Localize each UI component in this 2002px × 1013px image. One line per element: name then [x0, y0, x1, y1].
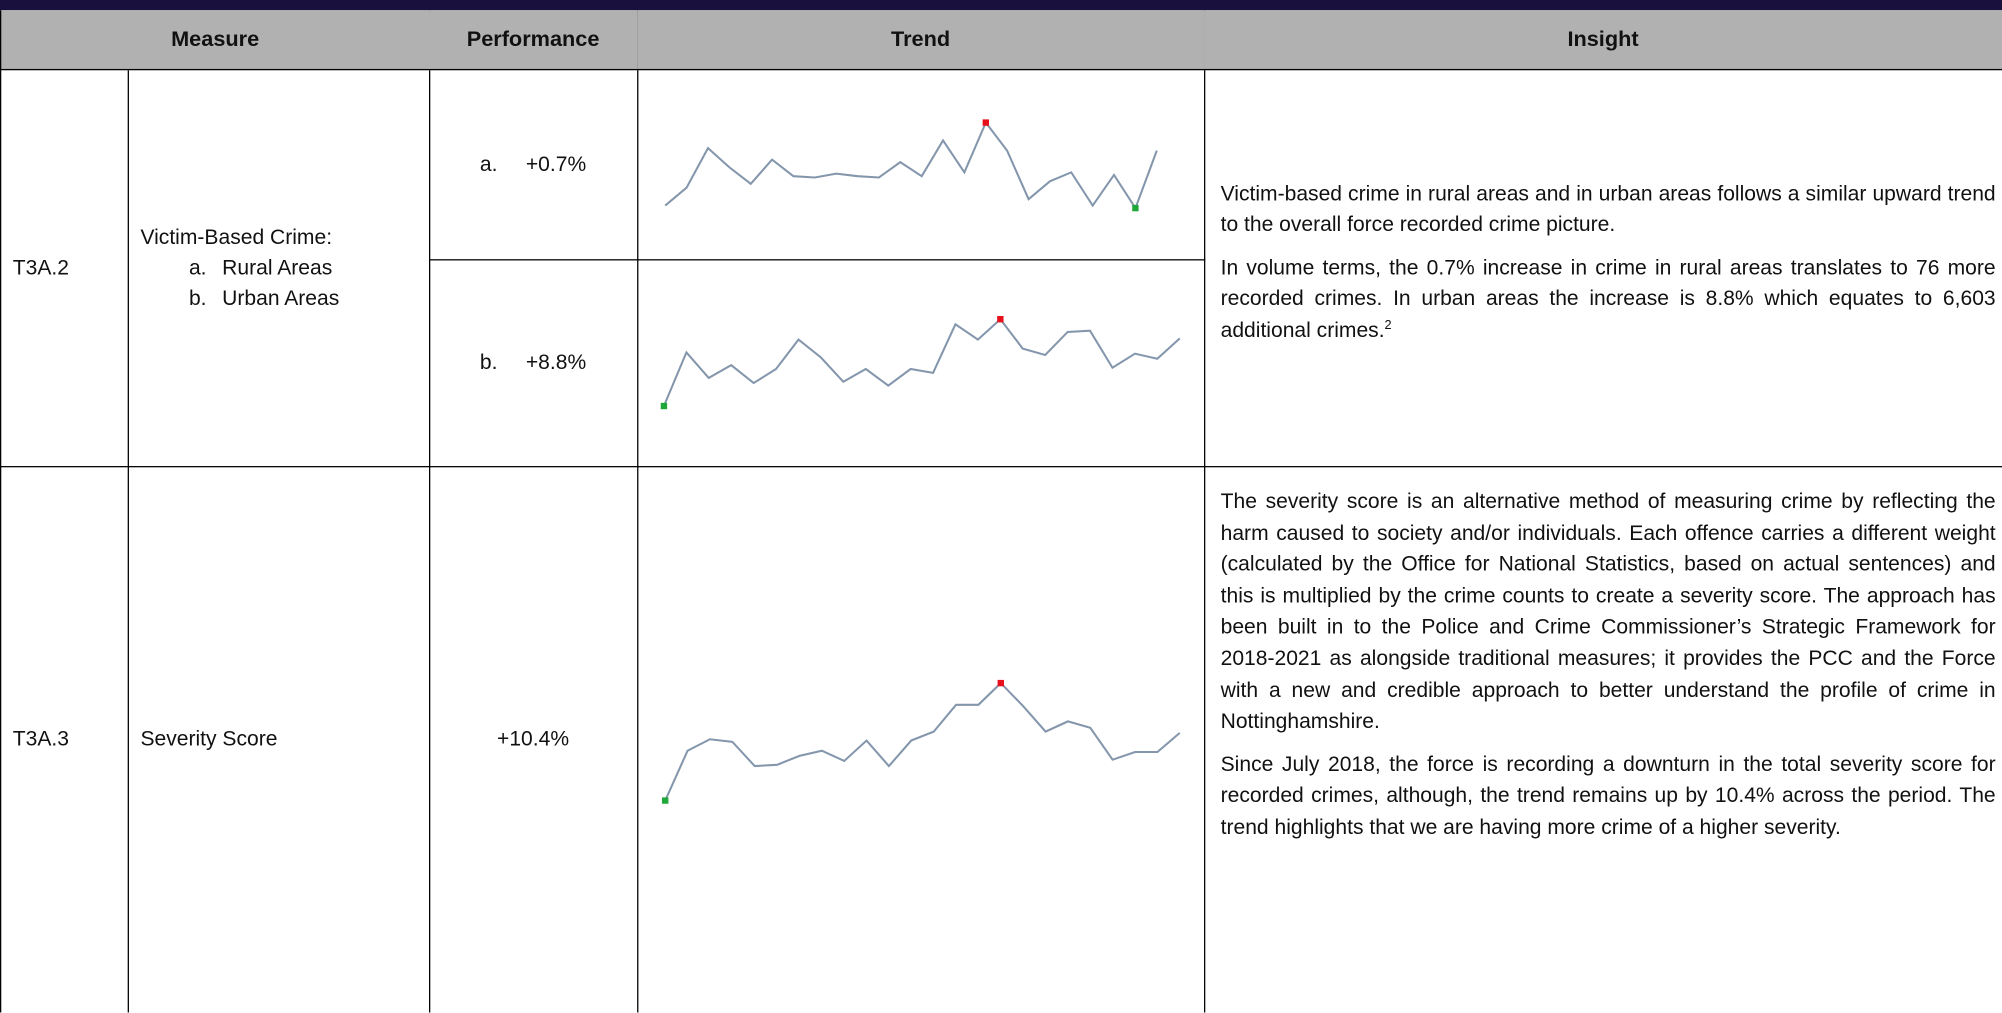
footnote: 2 — [1384, 318, 1392, 333]
measure-title: Severity Score — [128, 466, 431, 1013]
paragraph: In volume terms, the 0.7% increase in cr… — [1221, 252, 1996, 346]
measure-text: Victim-Based Crime: a. Rural Areas b. Urba… — [140, 222, 339, 314]
measure-item: b. Urban Areas — [140, 283, 339, 314]
paragraph: Victim-based crime in rural areas and in… — [1220, 181, 1996, 237]
high-point — [982, 119, 989, 126]
paragraph-text: In volume terms, the 0.7% increase in cr… — [1220, 256, 1996, 343]
item-text: Urban Areas — [222, 287, 340, 311]
sparkline — [662, 679, 1181, 804]
header-cell: Performance — [429, 10, 639, 71]
low-point — [1132, 204, 1139, 212]
header-cell: Trend — [637, 10, 1206, 71]
insight-cell: The severity score is an alternative met… — [1204, 466, 2002, 1012]
sparkline — [664, 119, 1158, 212]
item-marker: a. — [188, 256, 207, 280]
perf-value: +0.7% — [525, 152, 587, 176]
insight-cell: Victim-based crime in rural areas and in… — [1204, 70, 2002, 468]
item-marker: b. — [188, 287, 207, 311]
performance-cell: b. +8.8% — [429, 259, 639, 468]
trend-cell — [637, 70, 1206, 261]
high-point — [997, 316, 1004, 323]
measure-item: a. Rural Areas — [140, 253, 339, 284]
trend-cell — [637, 466, 1206, 1013]
item-text: Rural Areas — [222, 256, 333, 280]
paragraph: Since July 2018, the force is recording … — [1220, 752, 1996, 839]
insight-text: Victim-based crime in rural areas and in… — [1221, 178, 1996, 358]
measure-id: T3A.2 — [0, 70, 129, 468]
header-cell: Measure — [0, 10, 431, 71]
performance-cell: a. +0.7% — [429, 70, 639, 261]
measure-id: T3A.3 — [0, 466, 129, 1013]
perf-value: +8.8% — [525, 350, 587, 374]
paragraph: The severity score is an alternative met… — [1220, 490, 1996, 734]
high-point — [997, 679, 1004, 687]
low-point — [660, 402, 668, 410]
trend-cell — [637, 259, 1206, 468]
trend-line — [664, 120, 1158, 211]
low-point — [662, 797, 669, 804]
header-cell: Insight — [1204, 10, 2002, 71]
top-bar — [0, 0, 2002, 11]
sparkline — [660, 316, 1181, 410]
measure-cell: Victim-Based Crime: a. Rural Areas b. Urba… — [127, 70, 431, 468]
trend-line — [664, 681, 1181, 801]
perf-marker: b. — [479, 350, 498, 374]
measure-title: Victim-Based Crime: — [140, 225, 333, 249]
perf-marker: a. — [479, 152, 498, 176]
perf-value: +10.4% — [429, 466, 639, 1013]
trend-line — [662, 317, 1181, 407]
